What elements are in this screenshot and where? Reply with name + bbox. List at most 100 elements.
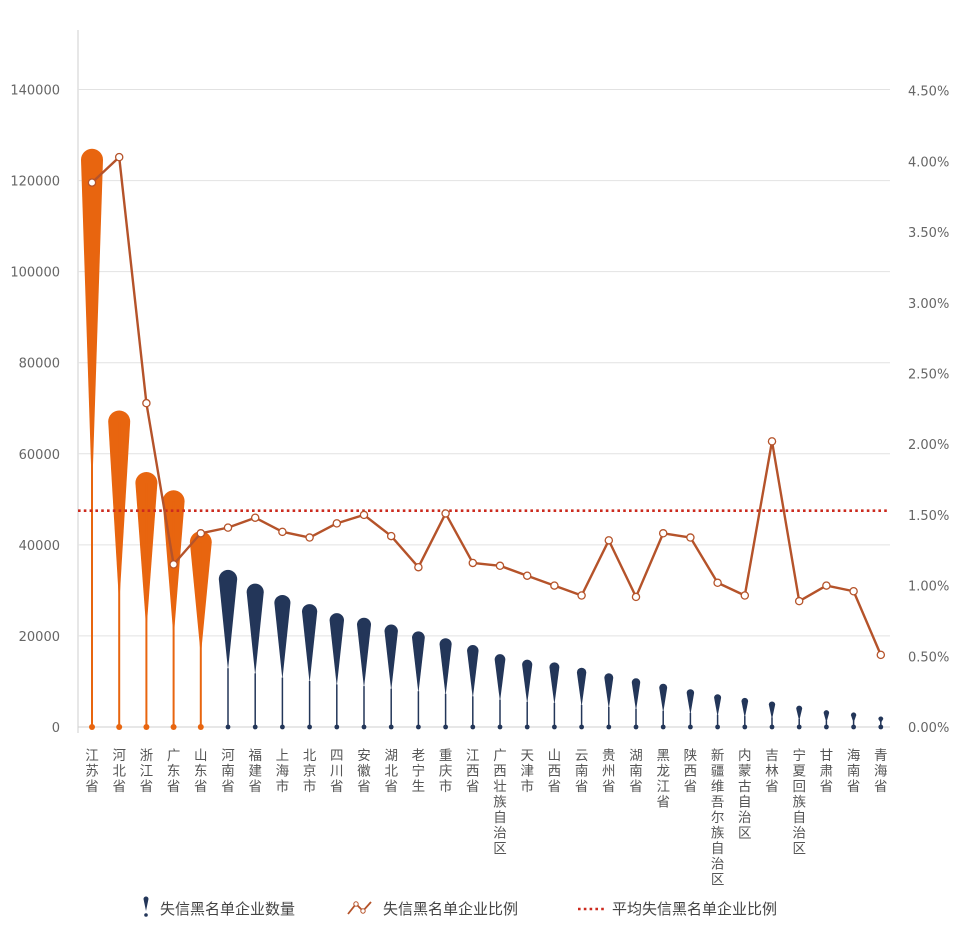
bar-base-dot bbox=[225, 724, 231, 730]
bar-base-dot bbox=[116, 724, 123, 730]
bar bbox=[768, 701, 776, 720]
right-tick-label: 1.00% bbox=[908, 580, 949, 595]
bar bbox=[823, 710, 830, 723]
category-label: 湖南省 bbox=[629, 748, 643, 795]
right-tick-label: 4.00% bbox=[908, 155, 949, 170]
ratio-point bbox=[169, 560, 178, 569]
category-label: 河北省 bbox=[112, 748, 126, 795]
bar bbox=[384, 624, 398, 691]
category-label: 湖北省 bbox=[384, 748, 398, 795]
right-tick-label: 0.50% bbox=[908, 650, 949, 665]
bar-base-dot bbox=[470, 724, 476, 730]
ratio-point bbox=[414, 562, 423, 572]
category-label: 陕西省 bbox=[684, 748, 698, 795]
ratio-point bbox=[87, 178, 97, 187]
bar bbox=[439, 638, 452, 696]
category-label: 广西壮族自治区 bbox=[493, 748, 507, 857]
bar-base-dot bbox=[197, 724, 204, 730]
ratio-point bbox=[822, 581, 831, 590]
bar-base-dot bbox=[769, 724, 775, 730]
bar-base-dot bbox=[443, 724, 448, 730]
bar bbox=[576, 667, 587, 707]
bar bbox=[741, 697, 749, 719]
left-tick-label: 60000 bbox=[19, 448, 60, 463]
category-label: 云南省 bbox=[575, 748, 589, 795]
category-labels: 江苏省河北省浙江省广东省山东省河南省福建省上海市北京市四川省安徽省湖北省老宁生重… bbox=[85, 747, 887, 888]
bar bbox=[686, 689, 695, 715]
legend-label-ratio: 失信黑名单企业比例 bbox=[383, 900, 518, 918]
left-tick-label: 140000 bbox=[10, 84, 60, 99]
category-label: 四川省 bbox=[330, 748, 344, 795]
bar-base-dot bbox=[688, 724, 693, 730]
bar-base-dot bbox=[742, 724, 748, 730]
bar-base-dot bbox=[89, 724, 95, 730]
ratio-point bbox=[713, 578, 722, 588]
bar-base-dot bbox=[878, 724, 884, 730]
right-tick-label: 4.50% bbox=[908, 85, 949, 100]
bar bbox=[357, 617, 371, 689]
bar bbox=[494, 654, 506, 702]
ratio-point bbox=[876, 650, 886, 660]
bars bbox=[81, 148, 884, 730]
bar-base-dot bbox=[388, 724, 394, 730]
bar bbox=[549, 662, 560, 705]
ratio-polyline bbox=[91, 155, 882, 656]
bar-base-dot bbox=[416, 724, 421, 730]
ratio-point bbox=[550, 581, 559, 590]
bar bbox=[878, 716, 884, 723]
right-tick-label: 3.50% bbox=[908, 226, 949, 241]
bar-base-dot bbox=[552, 724, 557, 730]
category-label: 新疆维吾尔族自治区 bbox=[711, 748, 725, 888]
ratio-line bbox=[87, 152, 886, 660]
left-tick-label: 40000 bbox=[19, 539, 60, 554]
bar bbox=[274, 594, 291, 680]
category-label: 福建省 bbox=[248, 748, 262, 795]
legend-line-icon bbox=[347, 901, 372, 915]
right-tick-label: 0.00% bbox=[908, 721, 949, 736]
category-label: 海南省 bbox=[847, 748, 861, 795]
legend-label-count: 失信黑名单企业数量 bbox=[160, 900, 295, 918]
category-label: 宁夏回族自治区 bbox=[792, 747, 806, 857]
ratio-point bbox=[386, 531, 396, 541]
bar bbox=[604, 673, 614, 709]
bar bbox=[412, 631, 425, 694]
right-tick-label: 1.50% bbox=[908, 509, 949, 524]
left-tick-label: 0 bbox=[52, 721, 60, 736]
bar-base-dot bbox=[334, 724, 340, 730]
category-label: 青海省 bbox=[874, 748, 888, 795]
right-axis-ticks: 0.00% 0.50% 1.00% 1.50% 2.00% 2.50% 3.00% 3.50%… bbox=[908, 85, 949, 736]
category-label: 上海市 bbox=[276, 748, 290, 795]
bar bbox=[796, 705, 803, 721]
right-tick-label: 2.00% bbox=[908, 438, 949, 453]
bar-base-dot bbox=[524, 724, 530, 730]
bar bbox=[522, 659, 533, 704]
category-label: 甘肃省 bbox=[820, 748, 834, 795]
legend-bar-icon-dot bbox=[144, 913, 148, 917]
bar-base-dot bbox=[170, 724, 177, 730]
bar bbox=[218, 569, 238, 671]
ratio-point bbox=[278, 527, 287, 537]
ratio-point bbox=[740, 591, 750, 600]
category-label: 重庆市 bbox=[439, 748, 453, 795]
category-label: 黑龙江省 bbox=[656, 748, 670, 811]
legend-line-icon-dot bbox=[353, 901, 359, 907]
bar-base-dot bbox=[252, 724, 258, 730]
ratio-point bbox=[794, 596, 804, 606]
bar-base-dot bbox=[361, 724, 367, 730]
category-label: 山西省 bbox=[548, 748, 562, 795]
bar-base-dot bbox=[715, 724, 720, 730]
bar bbox=[631, 678, 641, 711]
bar-base-dot bbox=[660, 724, 666, 730]
category-label: 江西省 bbox=[466, 748, 480, 795]
bar-base-dot bbox=[824, 724, 829, 730]
bar bbox=[850, 712, 857, 723]
ratio-point bbox=[332, 519, 342, 528]
category-label: 河南省 bbox=[221, 748, 235, 795]
ratio-point bbox=[223, 523, 233, 532]
ratio-point bbox=[441, 509, 450, 518]
bar bbox=[301, 604, 318, 683]
category-label: 广东省 bbox=[167, 748, 181, 795]
category-label: 浙江省 bbox=[140, 748, 154, 795]
ratio-point bbox=[359, 510, 369, 520]
